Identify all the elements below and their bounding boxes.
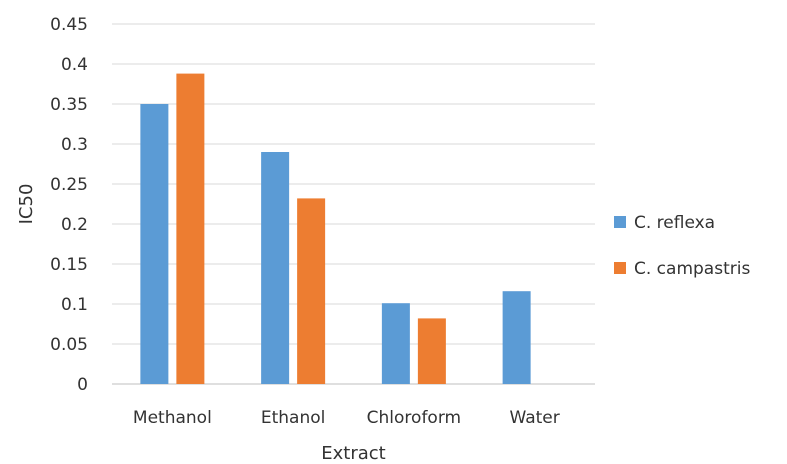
bar-methanol-2 xyxy=(176,73,205,384)
bars xyxy=(140,73,531,384)
legend-label: C. campastris xyxy=(634,259,750,279)
x-tick-label: Chloroform xyxy=(367,408,461,428)
bar-ethanol-1 xyxy=(261,152,290,384)
y-tick-label: 0 xyxy=(77,375,88,395)
y-tick-label: 0.2 xyxy=(61,215,88,235)
x-axis-ticks: Methanol Ethanol Chloroform Water xyxy=(133,408,560,428)
legend: C. reflexa C. campastris xyxy=(614,213,750,279)
y-tick-label: 0.25 xyxy=(50,175,88,195)
x-tick-label: Methanol xyxy=(133,408,212,428)
x-tick-label: Ethanol xyxy=(261,408,326,428)
x-axis-label: Extract xyxy=(321,443,385,464)
legend-swatch xyxy=(614,262,626,274)
y-tick-label: 0.45 xyxy=(50,15,88,35)
bar-chloroform-2 xyxy=(417,318,446,384)
y-tick-label: 0.15 xyxy=(50,255,88,275)
x-tick-label: Water xyxy=(509,408,559,428)
legend-label: C. reflexa xyxy=(634,213,715,233)
y-tick-label: 0.4 xyxy=(61,55,88,75)
y-tick-label: 0.05 xyxy=(50,335,88,355)
y-axis-label: IC50 xyxy=(16,184,37,225)
bar-methanol-1 xyxy=(140,104,169,384)
bar-water-1 xyxy=(502,291,531,384)
y-axis-ticks: 0 0.05 0.1 0.15 0.2 0.25 0.3 0.35 0.4 0.45 xyxy=(50,15,88,395)
legend-swatch xyxy=(614,216,626,228)
y-tick-label: 0.3 xyxy=(61,135,88,155)
bar-chloroform-1 xyxy=(381,303,410,384)
bar-ethanol-2 xyxy=(297,198,326,384)
y-tick-label: 0.1 xyxy=(61,295,88,315)
y-tick-label: 0.35 xyxy=(50,95,88,115)
